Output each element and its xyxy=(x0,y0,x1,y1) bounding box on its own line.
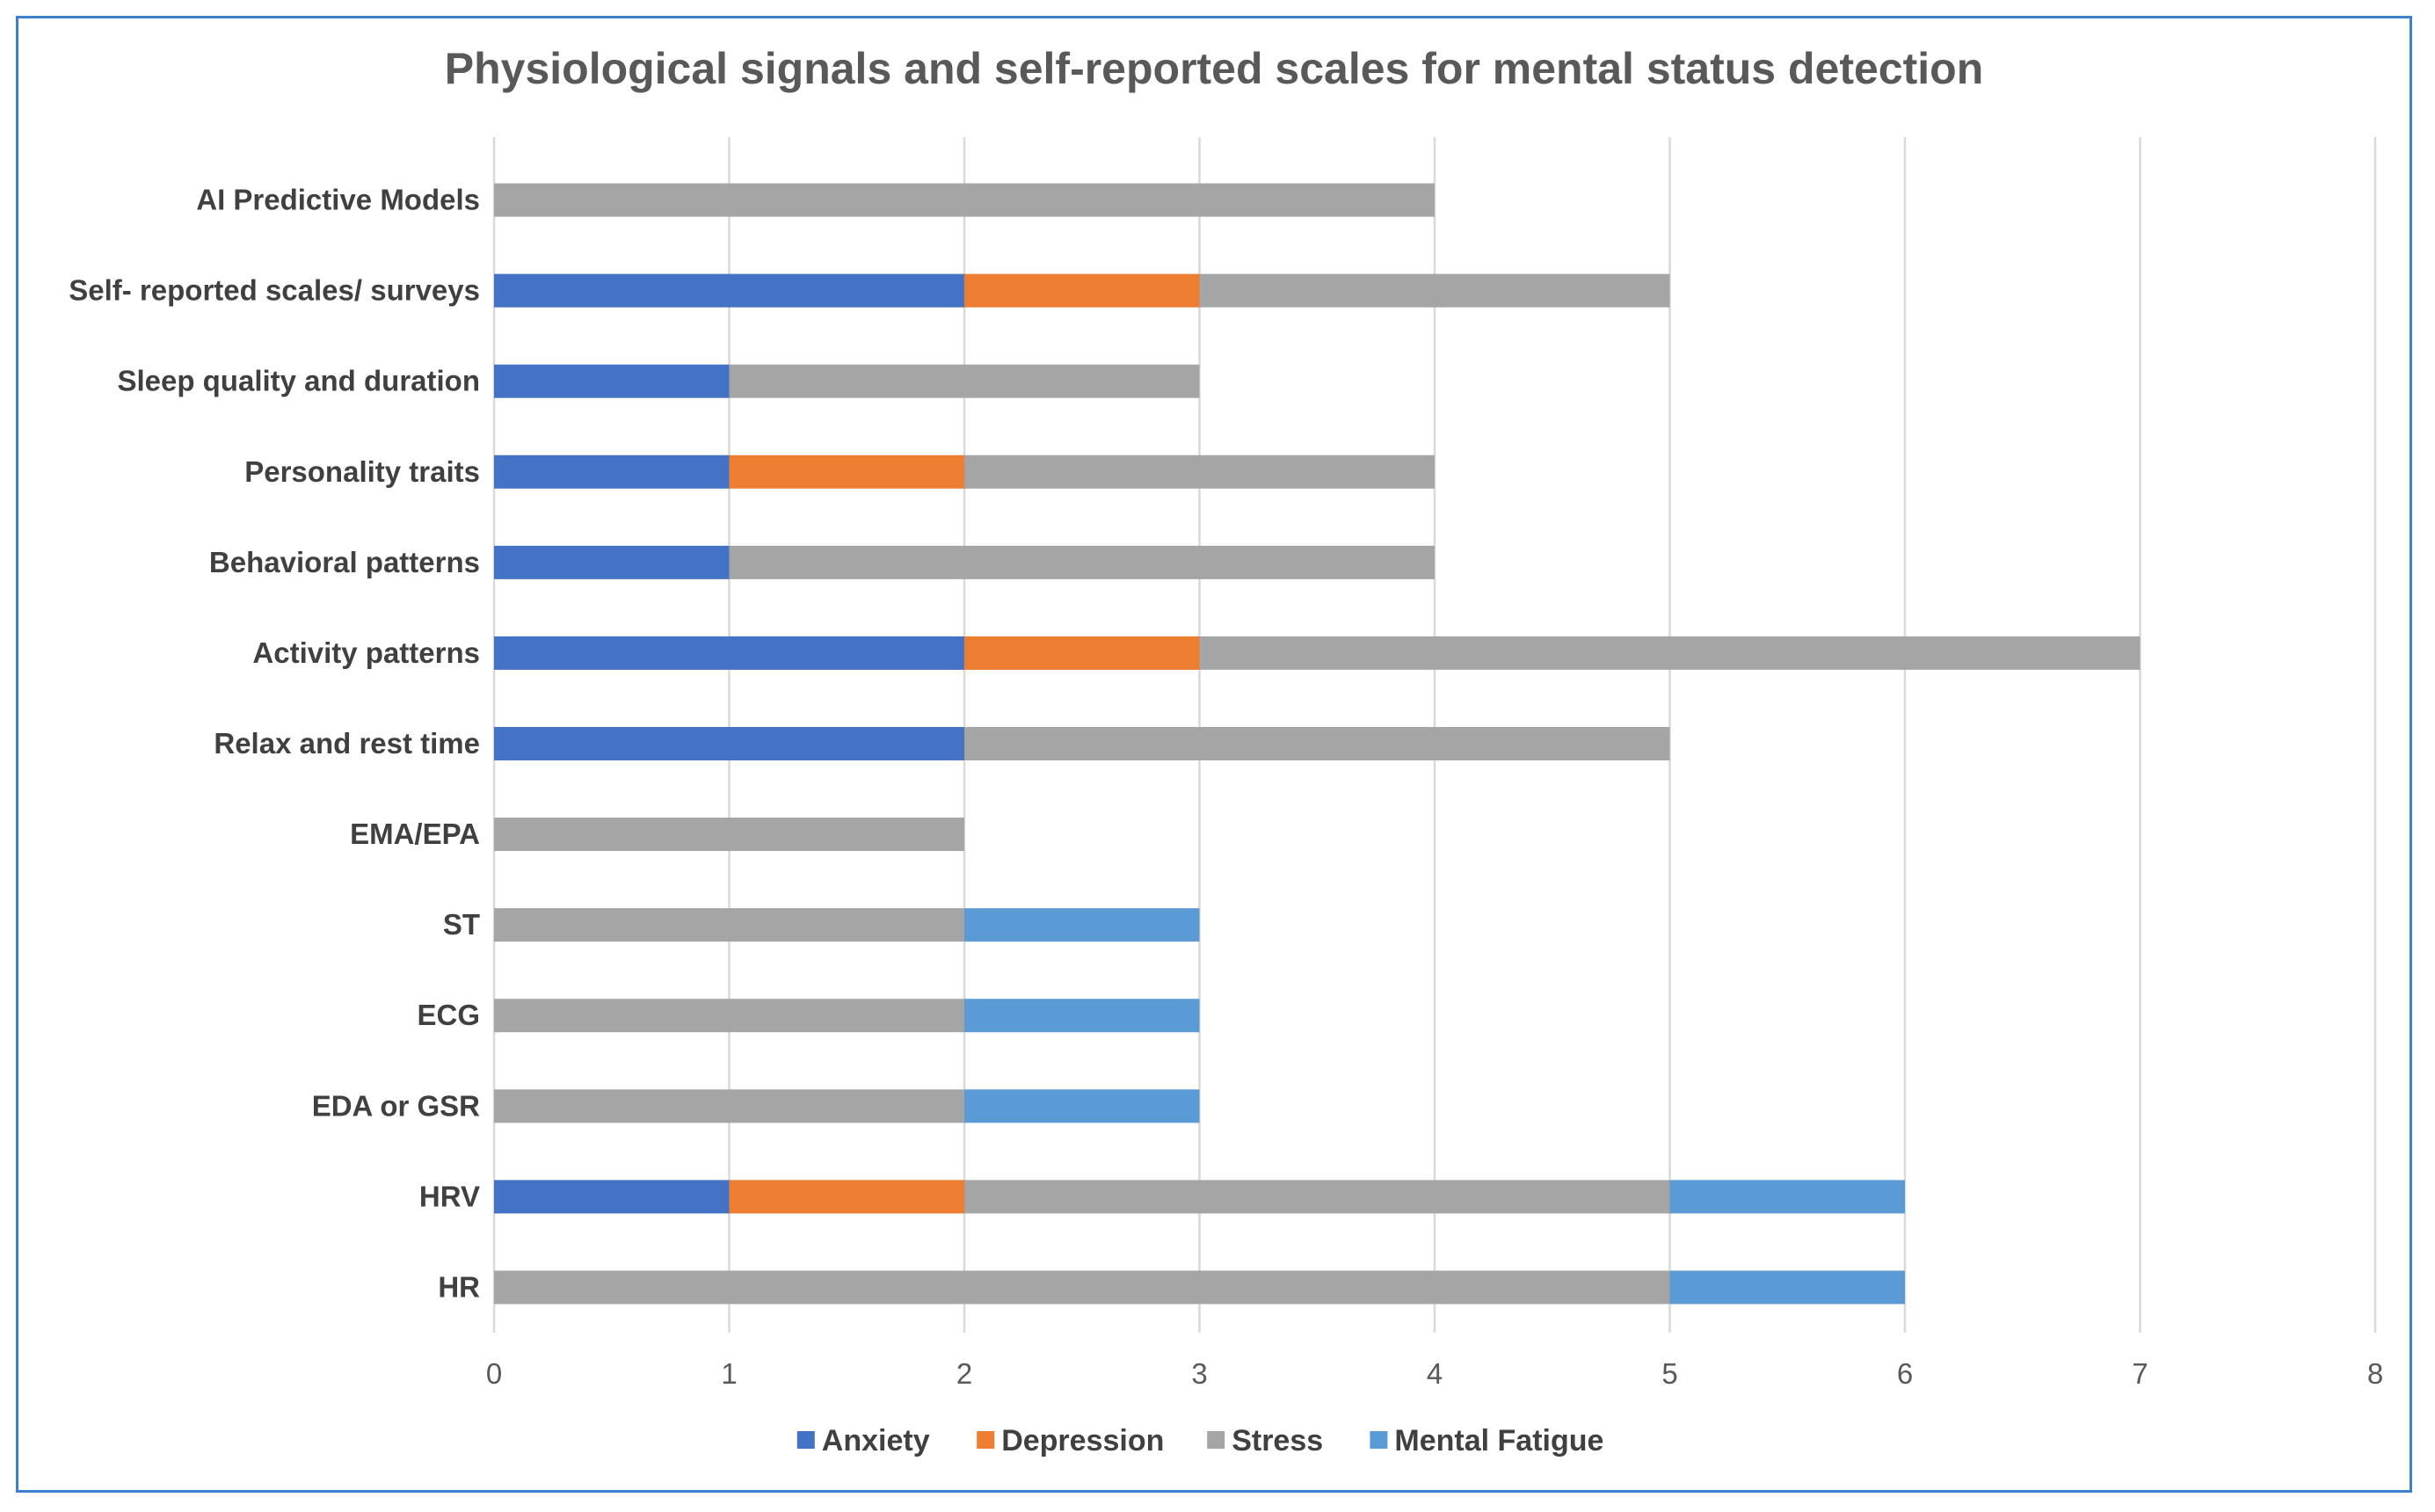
x-tick-label: 6 xyxy=(1897,1357,1913,1390)
bar-stress xyxy=(494,999,964,1033)
bar-stress xyxy=(494,908,964,942)
x-tick-labels: 0 1 2 3 4 5 6 7 8 xyxy=(486,1357,2383,1390)
category-label: EDA or GSR xyxy=(312,1089,480,1122)
chart-frame: Physiological signals and self-reported … xyxy=(16,16,2412,1493)
category-labels: AI Predictive Models Self- reported scale… xyxy=(69,184,480,1304)
bar-depression xyxy=(729,1180,964,1214)
x-tick-label: 1 xyxy=(721,1357,737,1390)
category-label: Sleep quality and duration xyxy=(117,365,480,397)
legend-label-stress: Stress xyxy=(1232,1424,1323,1457)
category-label: Relax and rest time xyxy=(214,727,480,760)
legend-swatch-depression xyxy=(977,1431,995,1449)
category-label: ST xyxy=(443,908,480,941)
bar-anxiety xyxy=(494,1180,730,1214)
category-label: HR xyxy=(438,1270,480,1303)
bar-depression xyxy=(964,273,1200,308)
category-label: Self- reported scales/ surveys xyxy=(69,274,480,307)
bar-anxiety xyxy=(494,273,964,308)
x-tick-label: 0 xyxy=(486,1357,502,1390)
bar-stress xyxy=(494,1270,1670,1305)
bar-stress xyxy=(729,545,1435,579)
bar-stress xyxy=(494,183,1435,217)
category-label: ECG xyxy=(417,999,480,1031)
category-label: Behavioral patterns xyxy=(209,546,480,578)
x-tick-label: 5 xyxy=(1661,1357,1677,1390)
bar-anxiety xyxy=(494,545,730,579)
legend-swatch-mental-fatigue xyxy=(1370,1431,1388,1449)
x-tick-label: 8 xyxy=(2367,1357,2383,1390)
bar-depression xyxy=(964,636,1200,670)
chart-canvas: Physiological signals and self-reported … xyxy=(69,44,2383,1457)
legend-label-mental-fatigue: Mental Fatigue xyxy=(1394,1424,1603,1457)
bar-stress xyxy=(1199,636,2141,670)
legend-swatch-stress xyxy=(1207,1431,1225,1449)
bar-stress xyxy=(494,818,964,852)
bar-stress xyxy=(1199,273,1670,308)
category-label: Activity patterns xyxy=(252,636,480,669)
x-tick-label: 2 xyxy=(956,1357,972,1390)
bar-depression xyxy=(729,454,964,489)
x-tick-label: 3 xyxy=(1191,1357,1207,1390)
bar-anxiety xyxy=(494,727,964,760)
x-tick-label: 4 xyxy=(1427,1357,1443,1390)
bar-anxiety xyxy=(494,364,730,398)
category-label: EMA/EPA xyxy=(350,818,480,850)
bar-mental-fatigue xyxy=(1669,1180,1905,1214)
bar-mental-fatigue xyxy=(1669,1270,1905,1305)
bar-stress xyxy=(964,727,1670,760)
bar-stress xyxy=(964,454,1435,489)
chart-title: Physiological signals and self-reported … xyxy=(445,44,1984,93)
legend-swatch-anxiety xyxy=(796,1431,815,1449)
category-label: Personality traits xyxy=(244,455,480,488)
bar-stress xyxy=(729,364,1200,398)
bar-stress xyxy=(964,1180,1670,1214)
legend-label-depression: Depression xyxy=(1001,1424,1164,1457)
legend: Anxiety Depression Stress Mental Fatigue xyxy=(796,1424,1603,1457)
legend-label-anxiety: Anxiety xyxy=(822,1424,930,1457)
bars xyxy=(494,183,2141,1305)
bar-mental-fatigue xyxy=(964,908,1200,942)
bar-anxiety xyxy=(494,454,730,489)
bar-mental-fatigue xyxy=(964,1089,1200,1123)
x-tick-label: 7 xyxy=(2132,1357,2148,1390)
bar-stress xyxy=(494,1089,964,1123)
bar-anxiety xyxy=(494,636,964,670)
category-label: AI Predictive Models xyxy=(196,184,480,216)
bar-mental-fatigue xyxy=(964,999,1200,1033)
category-label: HRV xyxy=(419,1180,480,1212)
